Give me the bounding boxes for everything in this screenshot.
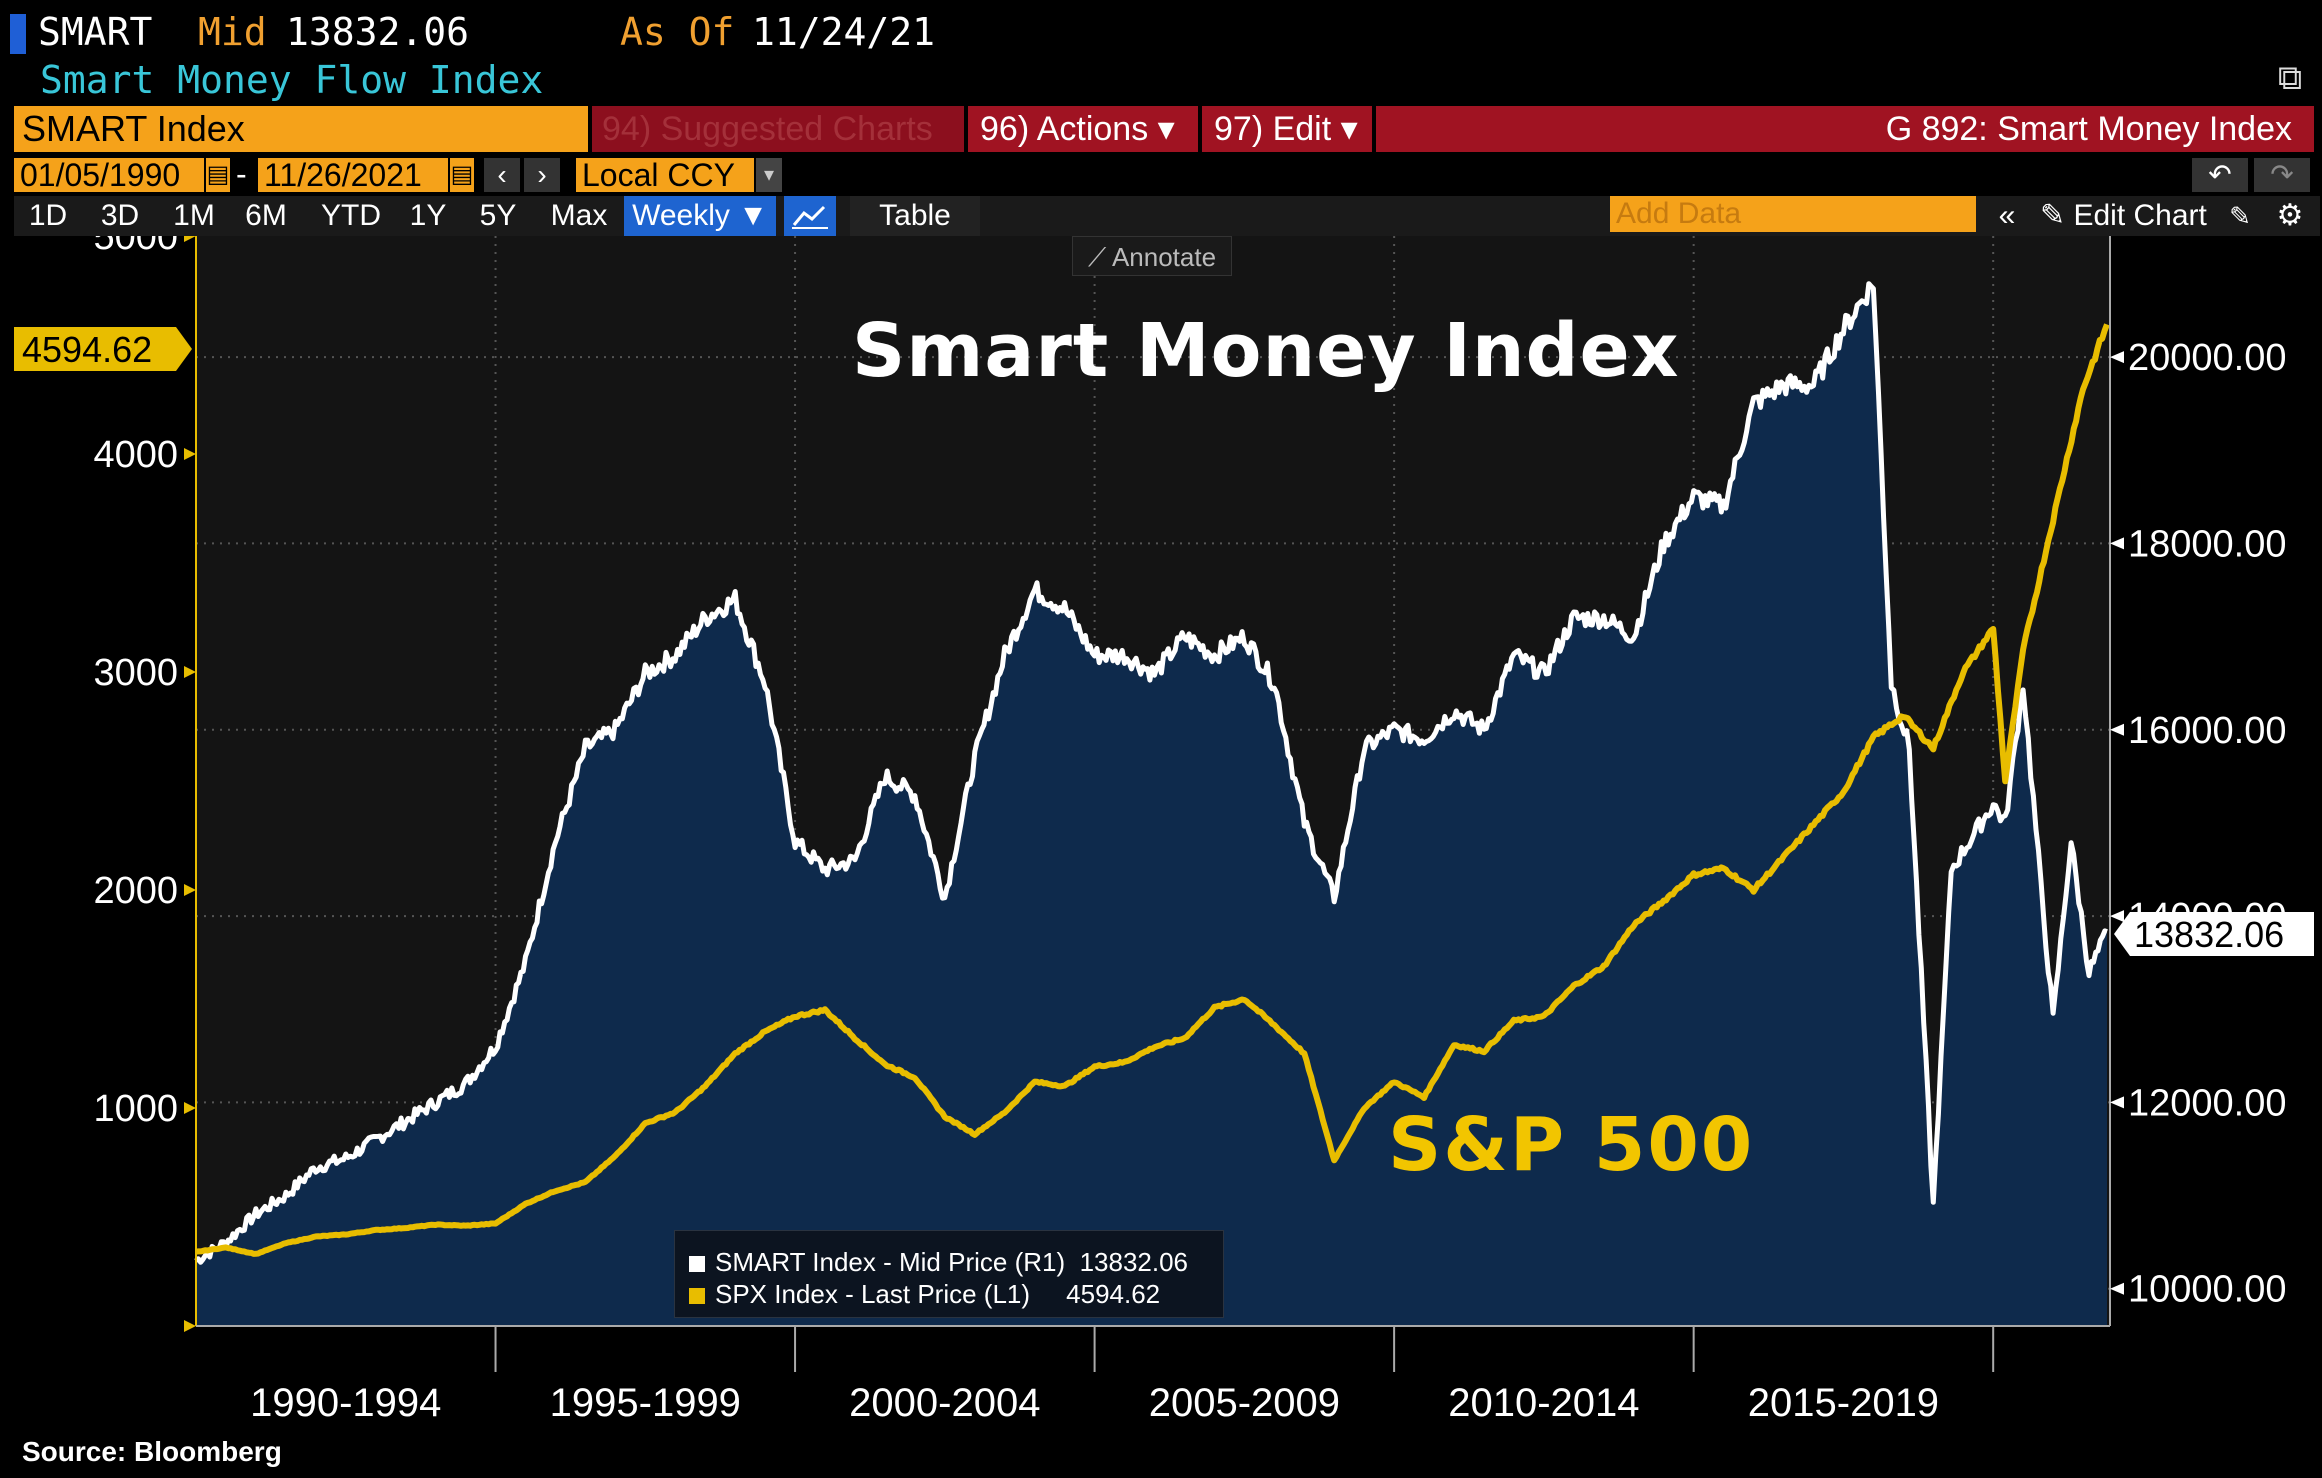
right-tick-mark <box>2110 537 2124 550</box>
legend-swatch <box>689 1256 705 1273</box>
edit-icon[interactable]: ✎ <box>2229 201 2251 231</box>
left-tick-mark <box>184 1320 196 1332</box>
left-tick-mark <box>184 448 196 460</box>
spx-last-tag: 4594.62 <box>14 327 192 371</box>
legend-item-smart: SMART Index - Mid Price (R1) 13832.06 <box>689 1247 1188 1278</box>
x-tick-label: 1990-1994 <box>250 1381 441 1425</box>
range-max-button[interactable]: Max <box>550 199 608 232</box>
smart-last-value: 13832.06 <box>2134 914 2284 955</box>
start-date-field[interactable]: 01/05/1990 <box>14 158 204 192</box>
legend-value: 13832.06 <box>1079 1247 1189 1277</box>
legend-item-spx: SPX Index - Last Price (L1) 4594.62 <box>689 1279 1160 1310</box>
calendar-icon[interactable]: ▤ <box>206 158 230 192</box>
security-subtitle: Smart Money Flow Index <box>40 58 544 102</box>
chart-title: Smart Money Index <box>852 308 1680 394</box>
chart-legend: SMART Index - Mid Price (R1) 13832.06 SP… <box>674 1230 1224 1318</box>
left-tick-mark <box>184 236 196 242</box>
pencil-icon: ✎ <box>2040 199 2074 232</box>
undo-icon[interactable]: ↶ <box>2192 158 2248 192</box>
range-1y-button[interactable]: 1Y <box>409 199 447 232</box>
left-tick-label: 2000 <box>93 870 178 912</box>
graph-title: G 892: Smart Money Index <box>1376 106 2314 152</box>
range-1m-button[interactable]: 1M <box>173 199 215 232</box>
spx-index-line <box>195 323 2110 1257</box>
asof-value: 11/24/21 <box>752 10 936 54</box>
smart-index-line <box>194 281 2108 1265</box>
x-tick-label: 2005-2009 <box>1149 1381 1340 1425</box>
right-tick-mark <box>2110 1282 2124 1295</box>
range-6m-button[interactable]: 6M <box>245 199 287 232</box>
right-tick-mark <box>2110 1096 2124 1109</box>
asof-label: As Of <box>620 10 735 54</box>
end-date-field[interactable]: 11/26/2021 <box>258 158 448 192</box>
mid-value: 13832.06 <box>286 10 470 54</box>
right-tick-label: 20000.00 <box>2128 337 2287 379</box>
security-field[interactable]: SMART Index <box>14 106 588 152</box>
chart-svg: 5000 4000 3000 2000 1000 20000.00 18000.00 160… <box>14 236 2314 1425</box>
pencil-icon: ⟋ <box>1087 242 1112 272</box>
frequency-dropdown[interactable]: Weekly ▼ <box>624 196 776 236</box>
source-note: Source: Bloomberg <box>22 1436 282 1467</box>
ticker-marker <box>10 14 26 54</box>
x-tick-label: 2000-2004 <box>849 1381 1040 1425</box>
smart-last-tag: 13832.06 <box>2114 912 2314 956</box>
currency-field[interactable]: Local CCY <box>576 158 754 192</box>
chevron-left-icon[interactable]: ‹ <box>484 158 520 192</box>
chevron-right-icon[interactable]: › <box>524 158 560 192</box>
x-tick-label: 2010-2014 <box>1448 1381 1639 1425</box>
smart-index-area <box>196 283 2107 1327</box>
spx-annotation: S&P 500 <box>1388 1102 1755 1188</box>
edit-chart-label: Edit Chart <box>2073 199 2207 232</box>
add-data-input[interactable]: Add Data <box>1610 196 1976 232</box>
spx-last-value: 4594.62 <box>22 329 152 370</box>
right-tick-label: 10000.00 <box>2128 1269 2287 1311</box>
legend-label: SPX Index - Last Price (L1) <box>715 1279 1031 1309</box>
edit-chart-button[interactable]: ✎ Edit Chart <box>2040 196 2210 236</box>
ticker-symbol: SMART <box>38 10 153 54</box>
left-tick-label: 4000 <box>93 434 178 476</box>
popout-icon[interactable]: ⧉ <box>2277 59 2303 97</box>
range-1d-button[interactable]: 1D <box>28 199 68 232</box>
right-tick-label: 12000.00 <box>2128 1082 2287 1124</box>
right-tick-mark <box>2110 910 2124 923</box>
edit-menu[interactable]: 97) Edit ▾ <box>1202 106 1372 152</box>
left-tick-label: 3000 <box>93 652 178 694</box>
legend-value: 4594.62 <box>1066 1279 1161 1309</box>
legend-label: SMART Index - Mid Price (R1) <box>715 1247 1066 1277</box>
suggested-charts-button[interactable]: 94) Suggested Charts <box>592 106 964 152</box>
mid-label: Mid <box>198 10 267 54</box>
annotate-button[interactable]: ⟋ Annotate <box>1072 236 1232 276</box>
calendar-icon[interactable]: ▤ <box>450 158 474 192</box>
legend-swatch <box>689 1288 705 1305</box>
line-chart-icon[interactable] <box>784 196 836 236</box>
left-tick-mark <box>184 884 196 896</box>
range-5y-button[interactable]: 5Y <box>479 199 517 232</box>
left-tick-label: 1000 <box>93 1088 178 1130</box>
left-tick-mark <box>184 1102 196 1114</box>
right-tick-label: 18000.00 <box>2128 523 2287 565</box>
table-button[interactable]: Table <box>850 196 980 236</box>
chevron-down-icon[interactable]: ▾ <box>756 158 782 192</box>
range-ytd-button[interactable]: YTD <box>321 199 381 232</box>
x-tick-label: 2015-2019 <box>1748 1381 1939 1425</box>
x-tick-label: 1995-1999 <box>550 1381 741 1425</box>
right-tick-mark <box>2110 723 2124 736</box>
right-tick-mark <box>2110 351 2124 364</box>
collapse-icon[interactable]: « <box>1998 199 2016 232</box>
right-tick-label: 16000.00 <box>2128 710 2287 752</box>
date-separator: - <box>236 156 247 192</box>
gear-icon[interactable]: ⚙ <box>2276 199 2304 232</box>
range-3d-button[interactable]: 3D <box>100 199 140 232</box>
actions-menu[interactable]: 96) Actions ▾ <box>968 106 1198 152</box>
redo-icon[interactable]: ↷ <box>2254 158 2310 192</box>
annotate-label: Annotate <box>1111 242 1217 272</box>
left-tick-mark <box>184 666 196 678</box>
left-tick-label: 5000 <box>93 236 178 258</box>
